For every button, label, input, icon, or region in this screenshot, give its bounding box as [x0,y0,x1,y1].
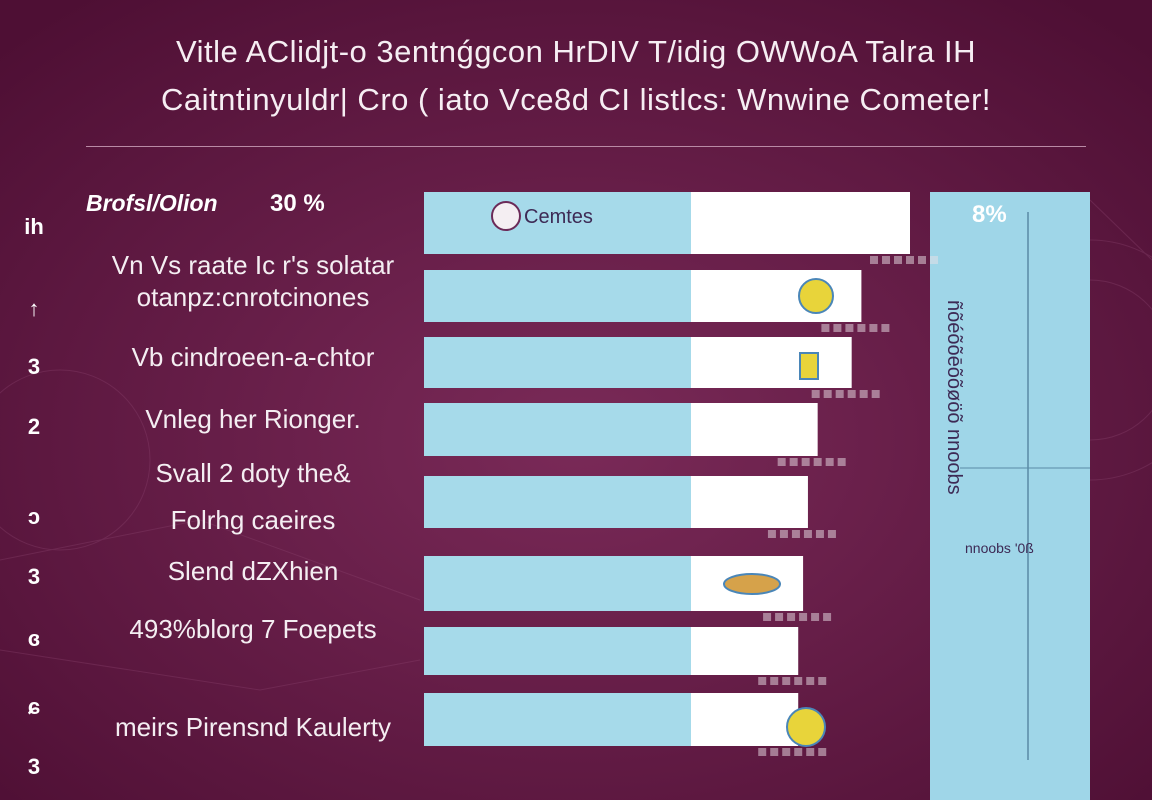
bar-2-pixel [869,324,878,332]
bar-7-pixel [782,677,791,685]
row-number-4: 2 [27,414,41,439]
row-number-7: ɞ [27,626,41,651]
bar-4-pixel [837,458,846,466]
bar-5-pixel [779,530,788,538]
bar-4-pixel [777,458,786,466]
chart-title: Vitle AClidjt-o 3entnǵgcon HrDIV T/idig … [0,28,1152,124]
bar-1-pixel [870,256,878,264]
row-number-6: 3 [27,564,41,589]
bar-1-pixel [882,256,890,264]
bar-2-pixel [857,324,866,332]
header-value: 30 % [270,190,325,217]
bar-1-pixel [930,256,938,264]
bar-2-pixel [881,324,890,332]
row-number-5: ɔ [27,504,41,529]
bar-5-pixel [815,530,824,538]
bar-5 [424,476,691,528]
row-number-8: ɕ [27,694,41,719]
bar-8-pixel [818,748,827,756]
bar-5-pixel [803,530,812,538]
bar-1-pixel [918,256,926,264]
side-panel [930,192,1090,800]
category-label-3: Vb cindroeen-a-chtor [131,342,375,372]
side-panel-value: 8% [972,201,1007,228]
bar-7-pixel [818,677,827,685]
title-divider [86,146,1086,147]
header-label: Brofsl/Olion [86,190,218,216]
bar-6 [424,556,691,611]
title-line-1: Vitle AClidjt-o 3entnǵgcon HrDIV T/idig … [175,34,977,69]
bar-7-pixel [794,677,803,685]
bar-4-pixel [825,458,834,466]
bar-6-pixel [763,613,772,621]
bar-2-marker-icon [798,278,834,314]
bar-5-pixel [827,530,836,538]
category-label-5: Svall 2 doty the& [155,458,351,488]
bar-4-pixel [789,458,798,466]
badge-icon [491,201,521,231]
category-label-7: Slend dZXhien [167,556,339,586]
bar-8-pixel [794,748,803,756]
bar-7-pixel [806,677,815,685]
bar-5-pixel [767,530,776,538]
bar-2 [424,270,691,322]
bar-6-pixel [799,613,808,621]
bar-3-marker-icon [799,352,819,380]
row-number-2: ↑ [28,296,40,321]
bar-8-marker-icon [786,707,826,747]
bar-8-pixel [770,748,779,756]
row-number-3: 3 [27,354,41,379]
bar-3-pixel [811,390,820,398]
bar-6-pixel [787,613,796,621]
bar-8 [424,693,691,746]
category-label-6: Folrhg caeires [170,505,336,535]
category-label-2: otanpz:cnrotcinones [136,282,370,312]
side-panel-caption: nnoobs '0ß [965,540,1034,556]
bar-2-pixel [821,324,830,332]
category-label-4: Vnleg her Rionger. [145,404,361,434]
bar-3-pixel [871,390,880,398]
bar-2-pixel [845,324,854,332]
bar-2-pixel [833,324,842,332]
bar-6-pixel [823,613,832,621]
row-number-1: ih [24,214,44,239]
bar-7 [424,627,691,675]
bar-3 [424,337,691,388]
bar-4-pixel [813,458,822,466]
bar-8-pixel [782,748,791,756]
bar-3-pixel [835,390,844,398]
bar-7-pixel [758,677,767,685]
bar-6-marker-icon [723,573,781,595]
side-panel-vertical-text: ñõéõõēõõøöõ nnoobs [943,300,965,495]
bar-3-pixel [859,390,868,398]
bar-6-pixel [775,613,784,621]
bar-1 [424,192,691,254]
category-label-1: Vn Vs raate Ic r's solatar [111,250,395,280]
bar-1-pixel [894,256,902,264]
row-number-9: 3 [27,754,41,779]
title-line-2: Caitntinyuldr| Cro ( iato Vce8d CI listl… [160,82,992,117]
badge-label: Cemtes [524,206,593,228]
bar-6-pixel [811,613,820,621]
bar-8-pixel [758,748,767,756]
bar-3-pixel [847,390,856,398]
bar-3-pixel [823,390,832,398]
category-label-8: 493%blorg 7 Foepets [129,614,377,644]
bar-1-pixel [906,256,914,264]
bar-4 [424,403,691,456]
bar-5-pixel [791,530,800,538]
category-label-9: meirs Pirensnd Kaulerty [115,712,391,742]
bar-7-pixel [770,677,779,685]
bar-8-pixel [806,748,815,756]
bar-4-pixel [801,458,810,466]
